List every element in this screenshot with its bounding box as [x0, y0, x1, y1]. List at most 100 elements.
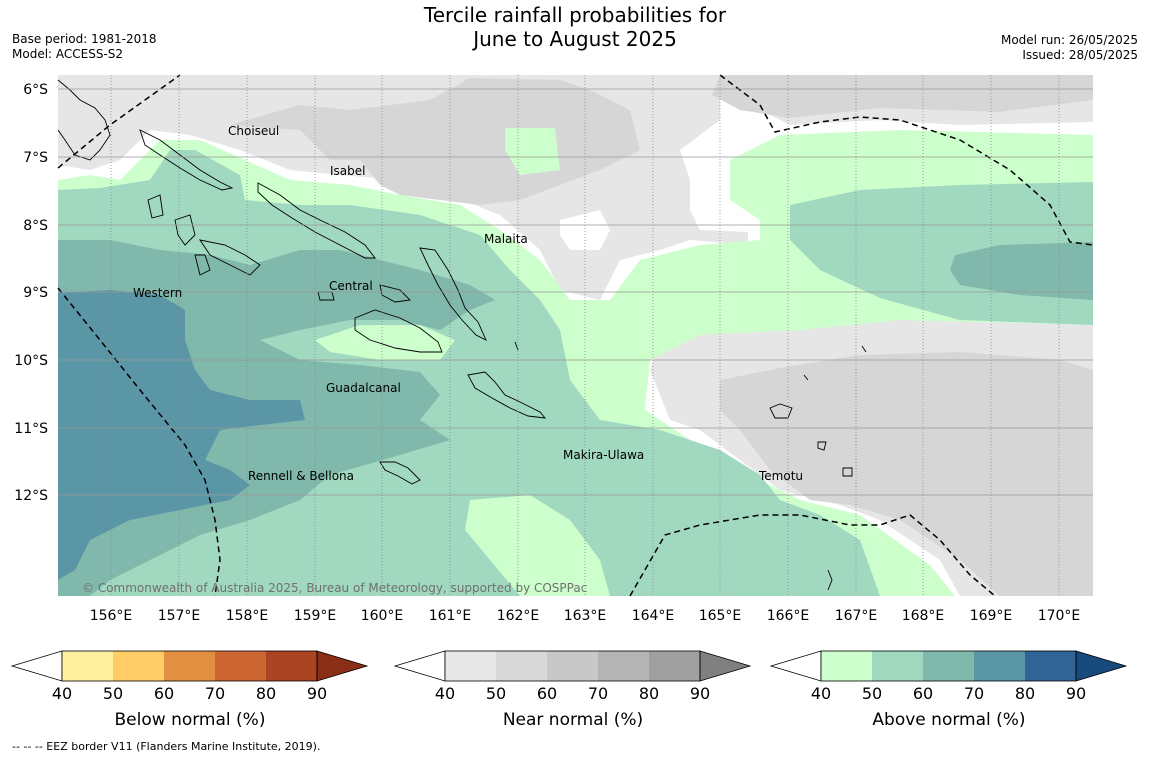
coast-isabel	[257, 182, 376, 259]
colorbar-segment	[1075, 650, 1128, 682]
lon-label: 158°E	[226, 608, 269, 624]
lon-label: 166°E	[767, 608, 810, 624]
lat-label: 7°S	[23, 150, 48, 166]
colorbar-tick: 60	[913, 684, 933, 703]
colorbar-segment	[113, 651, 164, 681]
colorbar-segment	[974, 651, 1025, 681]
coast-choiseul	[139, 129, 234, 191]
coast-bougainville	[57, 79, 111, 161]
issued-date: Issued: 28/05/2025	[1022, 48, 1138, 62]
lon-label: 163°E	[564, 608, 607, 624]
region-label-central: Central	[329, 279, 373, 293]
colorbar-segment	[1025, 651, 1076, 681]
coast-makira	[467, 371, 547, 419]
colorbar-tick: 90	[1066, 684, 1086, 703]
graticule	[58, 75, 1093, 596]
legend-above-normal	[769, 650, 1128, 682]
colorbar-tick: 60	[537, 684, 557, 703]
colorbar-frame	[444, 650, 701, 682]
region-label-rennell: Rennell & Bellona	[248, 469, 354, 483]
colorbar-tick: 80	[1015, 684, 1035, 703]
colorbar-tick: 70	[588, 684, 608, 703]
near-normal-50-southeast	[720, 352, 1093, 596]
colorbar-segment	[598, 651, 649, 681]
colorbar-segment	[164, 651, 215, 681]
model-name: Model: ACCESS-S2	[12, 47, 124, 61]
lon-label: 168°E	[902, 608, 945, 624]
lat-label: 10°S	[14, 353, 48, 369]
colorbar-tick: 80	[639, 684, 659, 703]
colorbar-tick: 70	[205, 684, 225, 703]
above-normal-60-east	[950, 242, 1093, 300]
colorbar-segment	[547, 651, 598, 681]
colorbar-segment	[769, 650, 822, 682]
coast-santa-cruz	[769, 403, 853, 477]
copyright-notice: © Commonwealth of Australia 2025, Bureau…	[82, 581, 587, 595]
legend-below-normal	[10, 650, 369, 682]
colorbar-segment	[266, 651, 317, 681]
metadata-right: Model run: 26/05/2025 Issued: 28/05/2025	[1001, 33, 1138, 63]
colorbar-tick: 40	[435, 684, 455, 703]
colorbar-segment	[316, 650, 369, 682]
coast-florida	[379, 284, 411, 303]
lon-label: 161°E	[429, 608, 472, 624]
lon-label: 170°E	[1038, 608, 1081, 624]
legend-titles: Below normal (%) Near normal (%) Above n…	[115, 710, 1026, 730]
lon-label: 160°E	[361, 608, 404, 624]
region-label-guadalcanal: Guadalcanal	[326, 381, 401, 395]
region-label-malaita: Malaita	[484, 232, 528, 246]
lat-label: 12°S	[14, 488, 48, 504]
colorbar-tick: 40	[52, 684, 72, 703]
region-label-western: Western	[133, 286, 182, 300]
probability-fields	[58, 75, 1093, 596]
title-line-2: June to August 2025	[473, 27, 677, 51]
lon-label: 156°E	[90, 608, 133, 624]
coast-malaita	[419, 247, 487, 341]
lon-label: 157°E	[158, 608, 201, 624]
colorbar-segment	[445, 651, 496, 681]
lon-label: 165°E	[699, 608, 742, 624]
lon-label: 159°E	[294, 608, 337, 624]
above-normal-40-guadalcanal	[315, 325, 455, 360]
lat-label: 6°S	[23, 82, 48, 98]
colorbar-tick: 40	[811, 684, 831, 703]
map-title: Tercile rainfall probabilities for June …	[0, 3, 1150, 51]
coast-vellalavella	[194, 254, 211, 276]
colorbar-segment	[215, 651, 266, 681]
colorbar-segment	[872, 651, 923, 681]
colorbar-tick: 90	[690, 684, 710, 703]
eez-footnote: -- -- -- EEZ border V11 (Flanders Marine…	[12, 740, 321, 753]
colorbar-segment	[10, 650, 63, 682]
coast-newgeorgia	[147, 194, 261, 276]
eez-borders	[57, 74, 1094, 597]
region-label-choiseul: Choiseul	[228, 124, 279, 138]
metadata-left: Base period: 1981-2018 Model: ACCESS-S2	[12, 32, 157, 62]
lon-label: 169°E	[970, 608, 1013, 624]
lon-label: 164°E	[632, 608, 675, 624]
latitude-lines	[58, 88, 1093, 496]
above-normal-70	[58, 290, 305, 580]
region-label-temotu: Temotu	[758, 469, 803, 483]
colorbar-tick: 60	[154, 684, 174, 703]
colorbar-segment	[393, 650, 446, 682]
colorbar-segment	[699, 650, 752, 682]
lon-axis: 156°E 157°E 158°E 159°E 160°E 161°E 162°…	[90, 608, 1081, 624]
coast-guadalcanal	[354, 309, 443, 353]
above-normal-40-patch	[505, 128, 560, 175]
legend-title-near: Near normal (%)	[503, 710, 643, 730]
colorbar-tick: 50	[862, 684, 882, 703]
eez-border-north	[57, 74, 181, 169]
legend-title-above: Above normal (%)	[872, 710, 1025, 730]
colorbar-segment	[923, 651, 974, 681]
colorbar-tick: 80	[256, 684, 276, 703]
colorbar-segment	[62, 651, 113, 681]
colorbar-segment	[649, 651, 700, 681]
region-label-makira: Makira-Ulawa	[563, 448, 644, 462]
eez-border-northeast	[719, 74, 1094, 246]
colorbar-segment	[496, 651, 547, 681]
lat-axis: 6°S 7°S 8°S 9°S 10°S 11°S 12°S	[14, 82, 48, 504]
eez-border-west	[57, 287, 221, 597]
coast-rennell	[379, 461, 421, 485]
lat-label: 8°S	[23, 218, 48, 234]
legend-ticks: 40 50 60 70 80 90 40 50 60 70 80 90 40 5…	[52, 684, 1086, 703]
